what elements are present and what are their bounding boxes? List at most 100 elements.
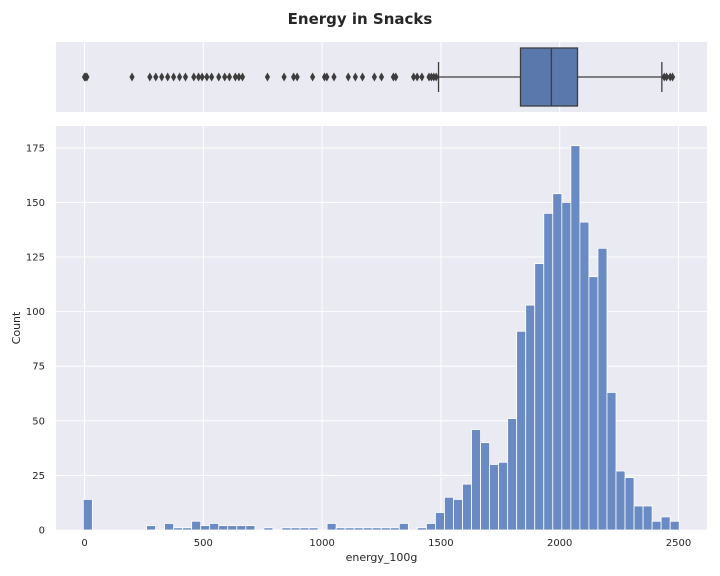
x-tick-label: 500 (194, 538, 213, 549)
histogram-bar (624, 477, 635, 531)
outlier-point (294, 72, 300, 82)
histogram-bar (362, 527, 373, 531)
outlier-point (264, 72, 271, 82)
x-tick-label: 1000 (309, 538, 334, 549)
histogram-bar (525, 304, 536, 531)
histogram-bar (435, 512, 445, 531)
x-tick-labels: 0 500 1000 1500 2000 2500 (81, 538, 691, 549)
outlier-point (204, 72, 210, 82)
outlier-point (84, 72, 90, 82)
histogram-bar (444, 496, 454, 531)
outlier-point (182, 72, 189, 82)
histogram-bar (633, 505, 644, 531)
outlier-point (352, 72, 358, 82)
outlier-point (176, 72, 183, 82)
histogram-bar (534, 263, 545, 531)
histogram-bar (380, 527, 391, 531)
histogram-bar (290, 527, 301, 531)
outlier-point (236, 72, 242, 82)
x-tick-label: 2500 (666, 538, 691, 549)
outlier-point (171, 72, 177, 82)
outlier-point (410, 72, 417, 82)
histogram-bar (182, 527, 193, 531)
histogram-bar (552, 193, 563, 531)
y-axis-label: Count (10, 311, 23, 344)
histogram-bar (200, 525, 211, 531)
outlier-point (209, 72, 215, 82)
histogram-bar (597, 247, 608, 531)
histogram-bar (489, 464, 500, 531)
histogram-bar (543, 212, 554, 531)
histogram-bar (173, 527, 184, 531)
outlier-point (226, 72, 233, 82)
histogram-bar (146, 525, 156, 531)
histogram-bar (353, 527, 364, 531)
histogram-bar (227, 525, 238, 531)
histogram-bar (642, 505, 653, 531)
outlier-point (345, 72, 351, 82)
y-tick-label: 75 (32, 362, 45, 373)
x-tick-label: 1500 (428, 538, 453, 549)
outlier-point (159, 72, 165, 82)
outlier-point (195, 72, 202, 82)
histogram-bar (245, 525, 256, 531)
x-tick-label: 2000 (547, 538, 572, 549)
outlier-point (414, 72, 420, 82)
histogram-bar (516, 330, 527, 531)
histogram-bar (299, 527, 310, 531)
outlier-point (222, 72, 228, 82)
histogram-bar (669, 520, 680, 531)
outlier-point (153, 72, 159, 82)
histogram-bar (263, 527, 274, 531)
histogram-bar (308, 527, 319, 531)
y-tick-label: 25 (32, 471, 45, 482)
outlier-point (216, 72, 222, 82)
y-tick-label: 125 (26, 253, 45, 264)
histogram-bar (344, 527, 355, 531)
outlier-point (199, 72, 205, 82)
outlier-point (393, 72, 399, 82)
outlier-point (239, 72, 246, 82)
histogram-bar (498, 461, 509, 531)
histogram-bar (426, 523, 436, 531)
histogram-bar (561, 202, 572, 531)
histogram-bar (281, 527, 292, 531)
histogram-bar (389, 527, 400, 531)
outlier-point (371, 72, 377, 82)
histogram-bar (462, 483, 472, 531)
histogram-bars (82, 145, 680, 531)
histogram-bar (660, 516, 671, 531)
y-tick-label: 100 (26, 307, 45, 318)
outlier-point (359, 72, 366, 82)
outlier-point (191, 72, 197, 82)
chart-title: Energy in Snacks (288, 10, 433, 28)
outlier-point (309, 72, 316, 82)
histogram-bar (480, 442, 491, 531)
outlier-point (281, 72, 287, 82)
histogram-bar (191, 520, 202, 531)
histogram-bar (326, 523, 337, 531)
histogram-bar (209, 523, 220, 531)
outlier-point (669, 72, 676, 82)
outlier-point (232, 72, 238, 82)
y-tick-labels: 0 25 50 75 100 125 150 175 (26, 143, 45, 536)
outlier-point (129, 72, 135, 82)
histogram-bar (453, 499, 463, 531)
box-iqr (519, 47, 579, 107)
outlier-point (433, 72, 439, 82)
histogram-bar (651, 520, 662, 531)
outlier-point (664, 72, 670, 82)
histogram-panel: 0 500 1000 1500 2000 2500 0 25 50 75 100 125 150 175 (26, 126, 707, 549)
histogram-bar (236, 525, 247, 531)
outlier-point (324, 72, 330, 82)
histogram-bar (416, 527, 427, 531)
histogram-bar (164, 523, 175, 531)
histogram-bar (471, 429, 481, 531)
x-axis-label: energy_100g (346, 551, 418, 564)
y-tick-label: 50 (32, 416, 45, 427)
outlier-point (147, 72, 153, 82)
histogram-bar (398, 523, 409, 531)
boxplot-marks (81, 47, 676, 107)
